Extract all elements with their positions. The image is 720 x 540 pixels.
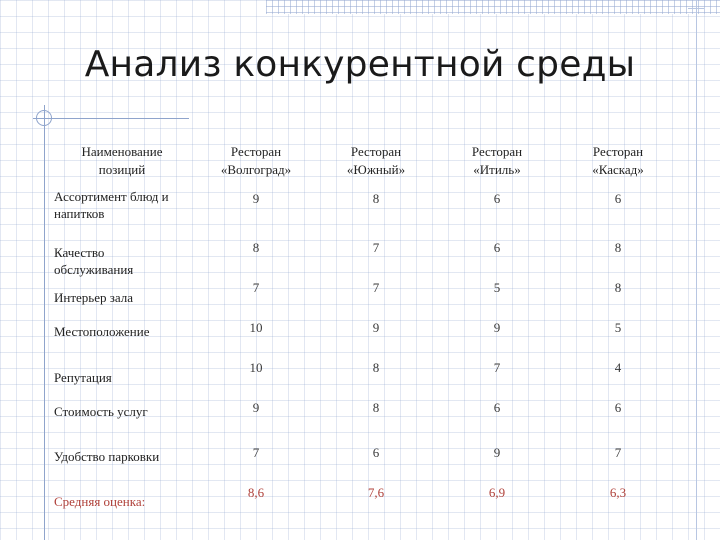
row-label-location: Местоположение: [54, 324, 150, 339]
header-positions-line2: позиций: [98, 162, 146, 177]
cell-interior-1: 7: [252, 280, 260, 295]
cell-location-1: 10: [249, 320, 263, 335]
row-label-parking: Удобство парковки: [54, 449, 160, 464]
header-restaurant-1: Ресторан «Волгоград»: [186, 143, 326, 179]
cell-interior-2: 7: [372, 280, 380, 295]
cell-parking-2: 6: [372, 445, 380, 460]
cell-interior-4: 8: [614, 280, 622, 295]
cell-cost-1: 9: [252, 400, 260, 415]
cell-location-3: 9: [493, 320, 501, 335]
cell-average-3: 6,9: [488, 485, 506, 500]
header-restaurant-4-line1: Ресторан: [592, 144, 644, 159]
cell-service-2: 7: [372, 240, 380, 255]
row-label-average: Средняя оценка:: [54, 494, 146, 509]
cell-assortment-3: 6: [493, 191, 501, 206]
header-restaurant-4: Ресторан «Каскад»: [548, 143, 688, 179]
cell-reputation-1: 10: [249, 360, 263, 375]
header-restaurant-2-line1: Ресторан: [350, 144, 402, 159]
cell-cost-3: 6: [493, 400, 501, 415]
header-restaurant-4-line2: «Каскад»: [592, 162, 644, 177]
row-label-interior: Интерьер зала: [54, 290, 134, 305]
decorative-vertical-rule: [696, 0, 697, 540]
decorative-grid-band: [266, 0, 720, 14]
header-restaurant-1-line1: Ресторан: [230, 144, 282, 159]
cell-reputation-3: 7: [493, 360, 501, 375]
cell-average-4: 6,3: [609, 485, 627, 500]
header-restaurant-2-line2: «Южный»: [346, 162, 406, 177]
cell-location-4: 5: [614, 320, 622, 335]
row-label-reputation: Репутация: [54, 370, 112, 385]
cell-assortment-4: 6: [614, 191, 622, 206]
cell-service-3: 6: [493, 240, 501, 255]
header-positions: Наименование позиций: [52, 143, 192, 179]
header-restaurant-2: Ресторан «Южный»: [306, 143, 446, 179]
header-restaurant-1-line2: «Волгоград»: [220, 162, 292, 177]
cell-parking-3: 9: [493, 445, 501, 460]
cell-parking-1: 7: [252, 445, 260, 460]
cell-parking-4: 7: [614, 445, 622, 460]
cell-average-1: 8,6: [247, 485, 265, 500]
page-title: Анализ конкурентной среды: [84, 44, 636, 85]
cell-assortment-2: 8: [372, 191, 380, 206]
header-positions-line1: Наименование: [81, 144, 163, 159]
cell-interior-3: 5: [493, 280, 501, 295]
header-restaurant-3-line2: «Итиль»: [473, 162, 521, 177]
decorative-horizontal-rule: [33, 118, 189, 119]
decorative-vertical-line: [44, 105, 45, 540]
row-label-cost: Стоимость услуг: [54, 404, 148, 419]
cell-location-2: 9: [372, 320, 380, 335]
cell-cost-4: 6: [614, 400, 622, 415]
decorative-circle: [36, 110, 52, 126]
cell-average-2: 7,6: [367, 485, 385, 500]
decorative-cross-rule: [688, 8, 704, 9]
cell-service-4: 8: [614, 240, 622, 255]
cell-cost-2: 8: [372, 400, 380, 415]
cell-reputation-2: 8: [372, 360, 380, 375]
cell-reputation-4: 4: [614, 360, 622, 375]
cell-service-1: 8: [252, 240, 260, 255]
header-restaurant-3: Ресторан «Итиль»: [427, 143, 567, 179]
row-label-service: Качество обслуживания: [54, 245, 134, 277]
row-label-assortment: Ассортимент блюд и напитков: [54, 189, 169, 221]
header-restaurant-3-line1: Ресторан: [471, 144, 523, 159]
cell-assortment-1: 9: [252, 191, 260, 206]
